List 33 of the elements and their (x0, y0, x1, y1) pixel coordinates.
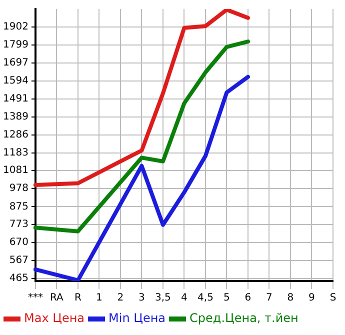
x-tick-label: 2 (117, 292, 124, 304)
x-tick-label: 4 (181, 292, 188, 304)
x-tick-label: 5 (224, 292, 230, 304)
x-tick-label: S (330, 292, 336, 304)
y-tick-label: 1389 (2, 111, 28, 122)
legend-label: Сред.Цена, т.йен (190, 311, 298, 326)
x-tick-label: 1 (96, 292, 102, 304)
y-tick-label: 465 (9, 272, 28, 284)
x-tick-label: *** (28, 292, 43, 304)
y-tick-label: 875 (9, 201, 28, 212)
y-tick-label: 1081 (2, 165, 28, 176)
x-tick-label: R (74, 292, 82, 304)
y-tick-label: 670 (9, 237, 28, 248)
y-tick-label: 1491 (2, 94, 28, 104)
x-tick-label: 6 (244, 292, 252, 304)
x-tick-label: RA (50, 292, 64, 304)
x-tick-label: 9 (308, 292, 315, 304)
y-tick-label: 1594 (2, 75, 28, 86)
legend-label: Min Цена (108, 311, 166, 326)
y-tick-label: 978 (9, 183, 28, 194)
y-tick-label: 1799 (2, 40, 28, 51)
x-tick-label: 3,5 (155, 292, 171, 304)
x-tick-label: 4,5 (198, 292, 214, 304)
y-tick-label: 1902 (2, 22, 28, 33)
x-tick-label: 7 (266, 292, 272, 304)
x-tick-label: 8 (287, 292, 294, 304)
legend-label: Max Цена (24, 311, 85, 326)
y-tick-label: 1183 (2, 147, 28, 158)
y-tick-label: 567 (9, 255, 28, 266)
y-tick-label: 1286 (2, 129, 28, 140)
y-tick-label: 1697 (2, 57, 28, 68)
y-tick-label: 773 (9, 219, 28, 230)
x-tick-label: 3 (138, 292, 145, 304)
